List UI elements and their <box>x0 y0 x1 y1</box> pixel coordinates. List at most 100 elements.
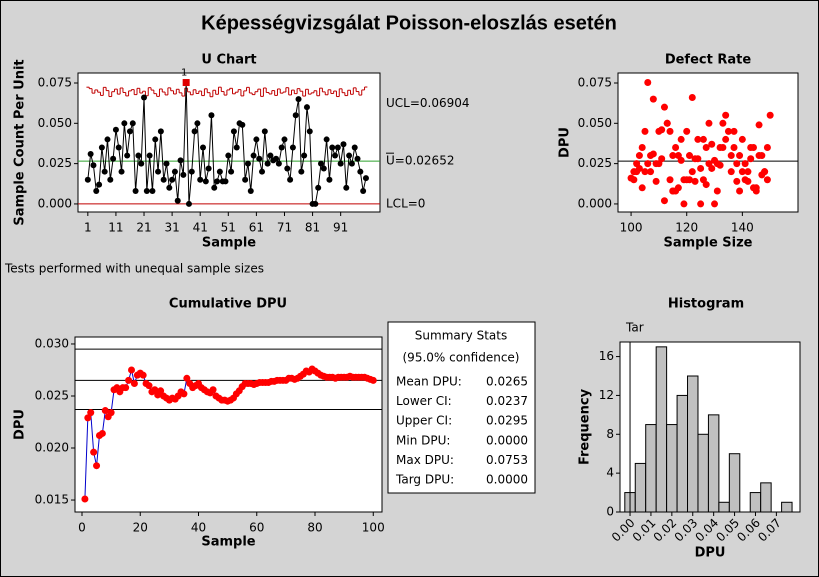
point <box>145 382 153 390</box>
point <box>233 144 240 151</box>
summary-label: Targ DPU: <box>395 473 454 487</box>
bar <box>634 462 647 513</box>
x-tick-label: 20 <box>133 521 148 535</box>
summary-label: Max DPU: <box>396 453 454 467</box>
point <box>641 127 649 135</box>
summary-value: 0.0000 <box>486 433 528 447</box>
x-tick-label: 21 <box>136 221 151 235</box>
bar <box>760 482 772 513</box>
point <box>306 128 313 135</box>
point <box>84 414 92 422</box>
point <box>323 136 330 143</box>
point <box>298 168 305 175</box>
y-tick-label: 0.050 <box>38 116 72 130</box>
point <box>655 127 663 135</box>
point <box>160 176 167 183</box>
point <box>647 152 655 160</box>
point <box>295 96 302 103</box>
point <box>180 390 188 398</box>
point <box>730 127 738 135</box>
point <box>761 168 769 176</box>
point <box>691 177 699 185</box>
y-tick-label: 4 <box>606 466 614 480</box>
point <box>214 178 221 185</box>
summary-label: Upper CI: <box>396 414 452 428</box>
point <box>357 168 364 175</box>
point <box>685 152 693 160</box>
y-tick-label: 12 <box>599 388 614 402</box>
x-tick-label: 81 <box>305 221 320 235</box>
point <box>727 152 735 160</box>
chart-title: Histogram <box>668 297 744 312</box>
point <box>649 95 657 103</box>
point <box>112 126 119 133</box>
point <box>719 143 727 151</box>
point <box>708 140 716 148</box>
point <box>332 152 339 159</box>
point <box>666 127 674 135</box>
point <box>763 143 771 151</box>
y-tick-label: 0.020 <box>35 441 69 455</box>
point <box>697 200 705 208</box>
point <box>738 168 746 176</box>
summary-subtitle: (95.0% confidence) <box>403 351 520 365</box>
point <box>96 181 103 188</box>
chart-title: Cumulative DPU <box>169 297 287 312</box>
y-axis-label: Frequency <box>578 388 593 465</box>
point <box>200 144 207 151</box>
point <box>216 168 223 175</box>
point <box>674 152 682 160</box>
point <box>738 135 746 143</box>
target-label: Tar <box>625 321 644 335</box>
point <box>81 495 89 503</box>
point <box>694 135 702 143</box>
x-tick-label: 31 <box>164 221 179 235</box>
point <box>101 168 108 175</box>
x-tick-label: 100 <box>620 221 643 235</box>
point <box>256 155 263 162</box>
point <box>343 184 350 191</box>
point <box>699 176 707 184</box>
x-axis-label: Sample Size <box>664 236 753 251</box>
x-tick-label: 140 <box>731 221 754 235</box>
point <box>128 366 136 374</box>
y-tick-label: 0.000 <box>38 196 72 210</box>
bar <box>666 424 678 513</box>
point <box>644 79 652 87</box>
x-tick-label: 0 <box>78 521 86 535</box>
point <box>705 119 713 127</box>
point <box>151 386 159 394</box>
plot-area <box>617 72 799 213</box>
point <box>267 152 274 159</box>
point <box>157 387 165 395</box>
plot-area <box>74 336 383 513</box>
point <box>340 141 347 148</box>
point <box>312 200 319 207</box>
point <box>122 384 130 392</box>
point <box>722 111 730 119</box>
point <box>180 171 187 178</box>
point <box>337 160 344 167</box>
summary-label: Mean DPU: <box>396 375 462 389</box>
point <box>171 168 178 175</box>
point <box>741 176 749 184</box>
point <box>87 150 94 157</box>
point <box>647 168 655 176</box>
bar <box>676 394 689 513</box>
point <box>755 121 763 129</box>
point <box>93 188 100 195</box>
point <box>124 152 131 159</box>
point <box>188 168 195 175</box>
point <box>354 155 361 162</box>
point <box>758 152 766 160</box>
point <box>713 187 721 195</box>
point <box>669 187 677 195</box>
point <box>711 156 719 164</box>
point <box>230 128 237 135</box>
point <box>705 160 713 168</box>
point <box>141 94 148 101</box>
point <box>169 176 176 183</box>
x-tick-label: 71 <box>277 221 292 235</box>
point <box>724 127 732 135</box>
y-tick-label: 0.075 <box>578 75 612 89</box>
